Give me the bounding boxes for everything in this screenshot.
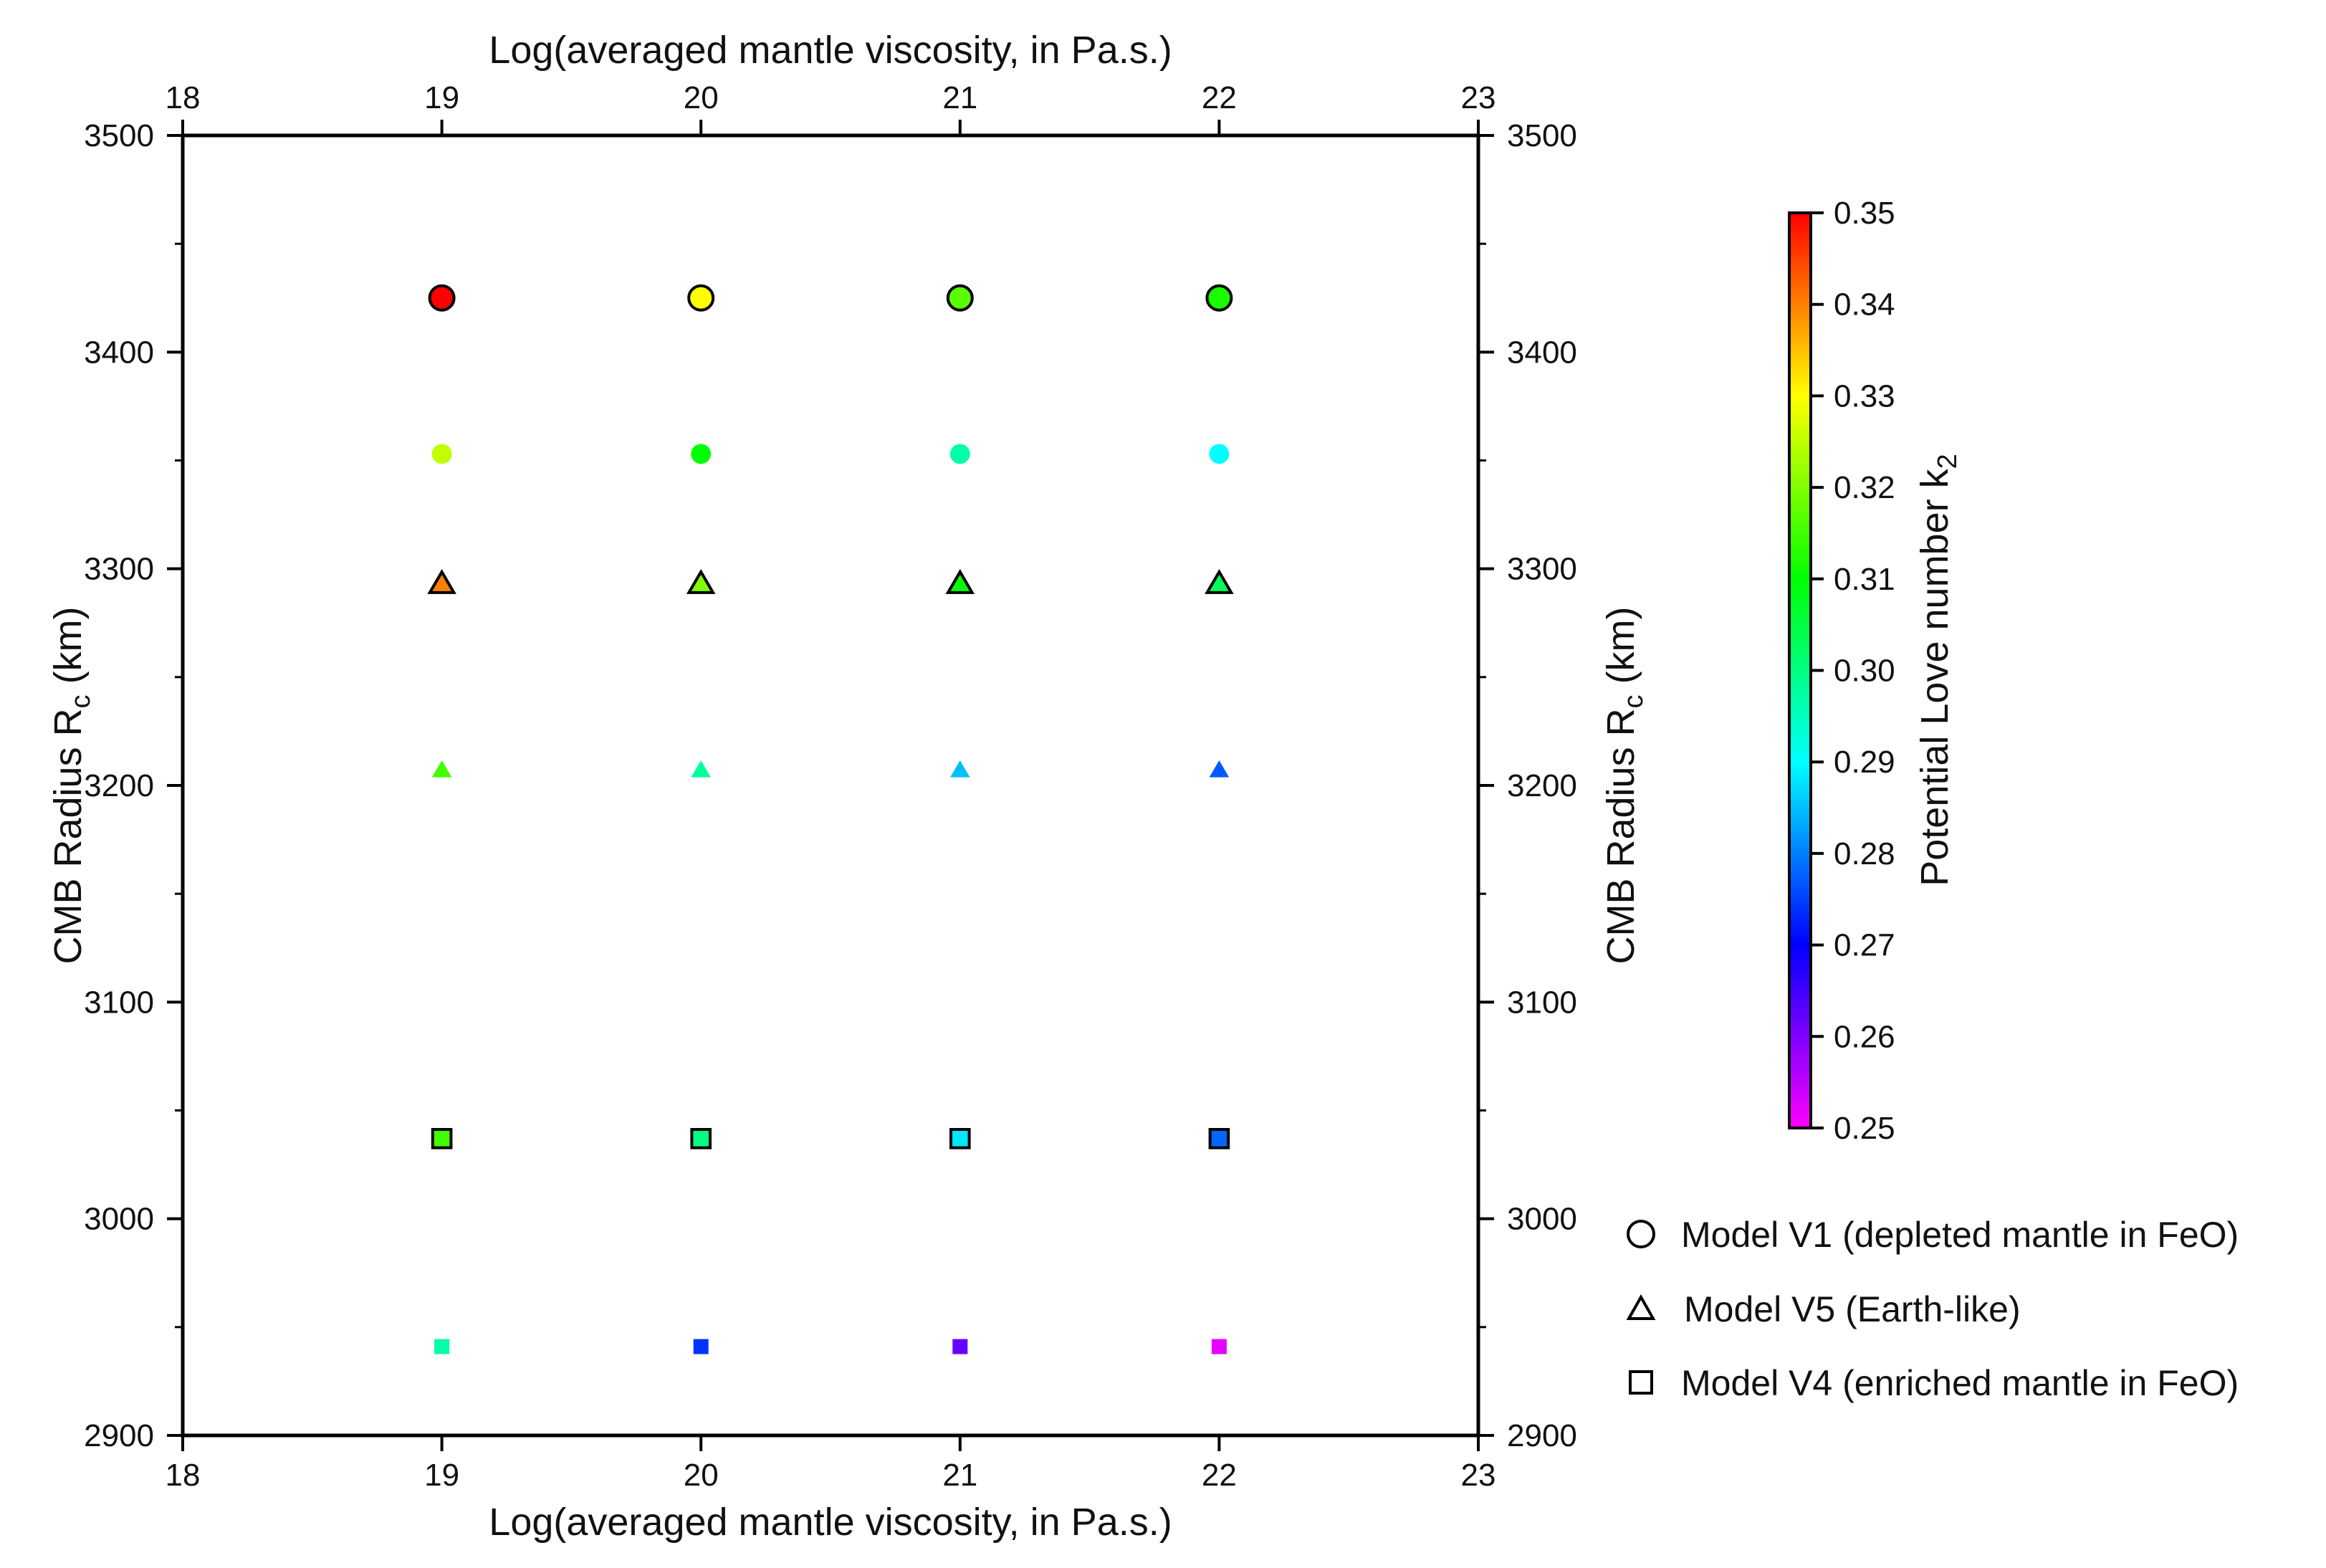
marker-v1-filled-1 [691, 444, 712, 464]
marker-v5-outlined-0 [427, 569, 456, 594]
marker-v4-outlined-3 [1208, 1128, 1230, 1149]
marker-v5-filled-0 [431, 760, 452, 778]
legend-item-triangle: Model V5 (Earth-like) [1626, 1289, 2021, 1329]
x-tick-label-top-1: 19 [424, 80, 459, 115]
x-tick-label-top-4: 22 [1202, 80, 1237, 115]
marker-v1-outlined-1 [687, 284, 715, 312]
colorbar-tick-label-9: 0.34 [1834, 287, 1895, 322]
legend-triangle-icon [1626, 1294, 1656, 1320]
y-axis-title-right-unit: (km) [1599, 606, 1642, 694]
colorbar-tick-label-0: 0.25 [1834, 1111, 1895, 1146]
y-tick-label-right-6: 3500 [1507, 118, 1577, 153]
major-ticks [167, 120, 1494, 1451]
y-tick-label-left-5: 3400 [84, 335, 154, 370]
y-axis-title-right-sub: c [1619, 694, 1649, 708]
y-axis-title-left-main: CMB Radius R [47, 708, 90, 964]
y-axis-title-left-sub: c [66, 694, 96, 708]
minor-ticks [175, 242, 1486, 1329]
y-tick-label-left-0: 2900 [84, 1418, 154, 1453]
legend-label-triangle: Model V5 (Earth-like) [1684, 1289, 2021, 1329]
colorbar-tick-label-5: 0.30 [1834, 654, 1895, 689]
y-tick-label-right-4: 3300 [1507, 552, 1577, 587]
colorbar-tick-label-1: 0.26 [1834, 1019, 1895, 1054]
legend-label-circle: Model V1 (depleted mantle in FeO) [1681, 1215, 2239, 1255]
marker-v4-filled-1 [693, 1339, 709, 1354]
marker-v5-filled-1 [691, 760, 711, 778]
y-tick-label-left-3: 3200 [84, 768, 154, 803]
y-tick-label-right-3: 3200 [1507, 768, 1577, 803]
y-tick-label-right-1: 3000 [1507, 1202, 1577, 1237]
legend-item-square: Model V4 (enriched mantle in FeO) [1629, 1363, 2239, 1403]
marker-v4-outlined-0 [431, 1128, 453, 1149]
marker-v4-filled-3 [1211, 1339, 1227, 1354]
marker-v1-outlined-0 [428, 284, 456, 312]
x-axis-title-bottom: Log(averaged mantle viscosity, in Pa.s.) [489, 1501, 1172, 1544]
y-tick-label-left-6: 3500 [84, 118, 154, 153]
legend: Model V1 (depleted mantle in FeO) Model V… [1626, 1215, 2239, 1403]
colorbar-title-sub: 2 [1933, 454, 1963, 469]
tick-labels: 18 18 19 19 20 20 21 21 22 22 23 23 2900 2900 3000 3000… [84, 80, 1577, 1493]
y-tick-label-right-2: 3100 [1507, 985, 1577, 1020]
y-tick-label-left-4: 3300 [84, 552, 154, 587]
marker-v4-outlined-2 [949, 1128, 971, 1149]
marker-v4-outlined-1 [690, 1128, 712, 1149]
marker-v4-filled-0 [434, 1339, 450, 1354]
legend-label-square: Model V4 (enriched mantle in FeO) [1681, 1363, 2239, 1403]
x-tick-label-bottom-1: 19 [424, 1458, 459, 1493]
marker-v1-filled-0 [431, 444, 452, 464]
colorbar-title: Potential Love number k2 [1913, 454, 1963, 886]
x-tick-label-bottom-4: 22 [1202, 1458, 1237, 1493]
colorbar-tick-label-7: 0.32 [1834, 470, 1895, 505]
x-tick-label-bottom-3: 21 [942, 1458, 977, 1493]
x-axis-title-top: Log(averaged mantle viscosity, in Pa.s.) [489, 29, 1172, 72]
colorbar-tick-label-4: 0.29 [1834, 745, 1895, 780]
colorbar-tick-label-2: 0.27 [1834, 928, 1895, 963]
marker-v5-outlined-3 [1205, 569, 1234, 594]
data-markers [427, 284, 1234, 1354]
marker-v1-filled-2 [949, 444, 970, 464]
colorbar-tick-label-8: 0.33 [1834, 378, 1895, 413]
marker-v5-filled-3 [1209, 760, 1230, 778]
y-tick-label-right-0: 2900 [1507, 1418, 1577, 1453]
y-tick-label-right-5: 3400 [1507, 335, 1577, 370]
y-axis-title-left: CMB Radius Rc (km) [47, 606, 96, 964]
y-axis-title-right-main: CMB Radius R [1599, 708, 1642, 964]
y-axis-title-right: CMB Radius Rc (km) [1599, 606, 1649, 964]
marker-v1-filled-3 [1209, 444, 1230, 464]
y-tick-label-left-1: 3000 [84, 1202, 154, 1237]
plot-frame [181, 133, 1480, 1438]
colorbar-tick-label-3: 0.28 [1834, 836, 1895, 871]
marker-v1-outlined-2 [946, 284, 974, 312]
colorbar-title-main: Potential Love number k [1913, 468, 1956, 886]
legend-square-icon [1629, 1370, 1653, 1395]
marker-v5-outlined-1 [686, 569, 716, 594]
x-tick-label-top-3: 21 [942, 80, 977, 115]
marker-v5-filled-2 [950, 760, 970, 778]
x-tick-label-top-2: 20 [684, 80, 719, 115]
x-tick-label-top-5: 23 [1461, 80, 1496, 115]
marker-v5-outlined-2 [945, 569, 975, 594]
legend-item-circle: Model V1 (depleted mantle in FeO) [1627, 1215, 2239, 1255]
colorbar-ticks: 0.25 0.26 0.27 0.28 0.29 0.30 0.31 0.32 0.33 0.34… [1811, 196, 1895, 1146]
x-tick-label-bottom-2: 20 [684, 1458, 719, 1493]
legend-circle-icon [1627, 1220, 1655, 1248]
x-tick-label-bottom-0: 18 [166, 1458, 201, 1493]
colorbar-tick-label-10: 0.35 [1834, 196, 1895, 231]
x-tick-label-top-0: 18 [166, 80, 201, 115]
x-tick-label-bottom-5: 23 [1461, 1458, 1496, 1493]
colorbar [1788, 211, 1812, 1129]
marker-v4-filled-2 [952, 1339, 968, 1354]
colorbar-tick-label-6: 0.31 [1834, 562, 1895, 597]
y-tick-label-left-2: 3100 [84, 985, 154, 1020]
marker-v1-outlined-3 [1205, 284, 1233, 312]
y-axis-title-left-unit: (km) [47, 606, 90, 694]
